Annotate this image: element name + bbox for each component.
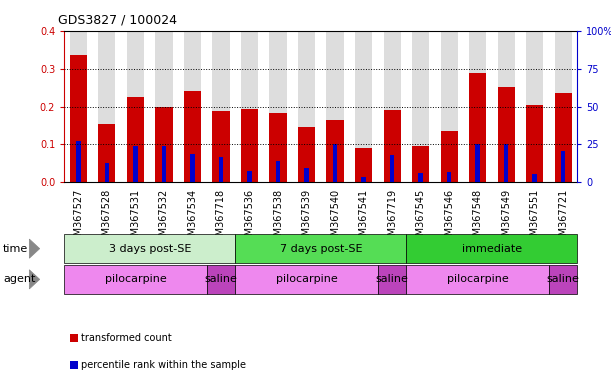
Bar: [533, 174, 536, 182]
Bar: [127, 97, 144, 182]
Bar: [98, 124, 115, 182]
Text: transformed count: transformed count: [81, 333, 172, 343]
Bar: [497, 87, 514, 182]
Bar: [269, 113, 287, 182]
Bar: [497, 31, 514, 182]
Text: percentile rank within the sample: percentile rank within the sample: [81, 360, 246, 370]
Bar: [105, 164, 109, 182]
Bar: [247, 171, 252, 182]
Text: saline: saline: [205, 274, 238, 285]
Text: time: time: [3, 243, 28, 254]
Bar: [447, 172, 451, 182]
Bar: [213, 111, 230, 182]
Bar: [355, 31, 372, 182]
Bar: [184, 91, 201, 182]
Bar: [355, 148, 372, 182]
Bar: [155, 106, 172, 182]
Bar: [213, 31, 230, 182]
Bar: [526, 105, 543, 182]
Text: pilocarpine: pilocarpine: [276, 274, 337, 285]
Text: GDS3827 / 100024: GDS3827 / 100024: [58, 13, 177, 26]
Text: saline: saline: [376, 274, 409, 285]
Text: agent: agent: [3, 274, 35, 285]
Bar: [475, 144, 480, 182]
Bar: [412, 31, 429, 182]
Text: 3 days post-SE: 3 days post-SE: [109, 243, 191, 254]
Bar: [133, 146, 137, 182]
Bar: [390, 155, 394, 182]
Bar: [441, 131, 458, 182]
Bar: [326, 120, 343, 182]
Bar: [362, 177, 366, 182]
Bar: [184, 31, 201, 182]
Text: pilocarpine: pilocarpine: [104, 274, 166, 285]
Bar: [298, 127, 315, 182]
Text: saline: saline: [547, 274, 580, 285]
Bar: [98, 31, 115, 182]
Bar: [384, 31, 401, 182]
Bar: [412, 146, 429, 182]
Bar: [526, 31, 543, 182]
Bar: [419, 173, 423, 182]
Bar: [304, 168, 309, 182]
Bar: [127, 31, 144, 182]
Bar: [333, 144, 337, 182]
Bar: [561, 151, 565, 182]
Bar: [441, 31, 458, 182]
Bar: [155, 31, 172, 182]
Bar: [326, 31, 343, 182]
Text: pilocarpine: pilocarpine: [447, 274, 508, 285]
Text: 7 days post-SE: 7 days post-SE: [279, 243, 362, 254]
Bar: [469, 31, 486, 182]
Bar: [70, 55, 87, 182]
Bar: [241, 31, 258, 182]
Bar: [241, 109, 258, 182]
Bar: [276, 161, 280, 182]
Text: immediate: immediate: [462, 243, 522, 254]
Bar: [162, 146, 166, 182]
Bar: [555, 93, 572, 182]
Bar: [469, 73, 486, 182]
Bar: [555, 31, 572, 182]
Bar: [219, 157, 223, 182]
Bar: [504, 144, 508, 182]
Bar: [76, 141, 81, 182]
Bar: [298, 31, 315, 182]
Bar: [384, 110, 401, 182]
Bar: [269, 31, 287, 182]
Bar: [191, 154, 194, 182]
Bar: [70, 31, 87, 182]
